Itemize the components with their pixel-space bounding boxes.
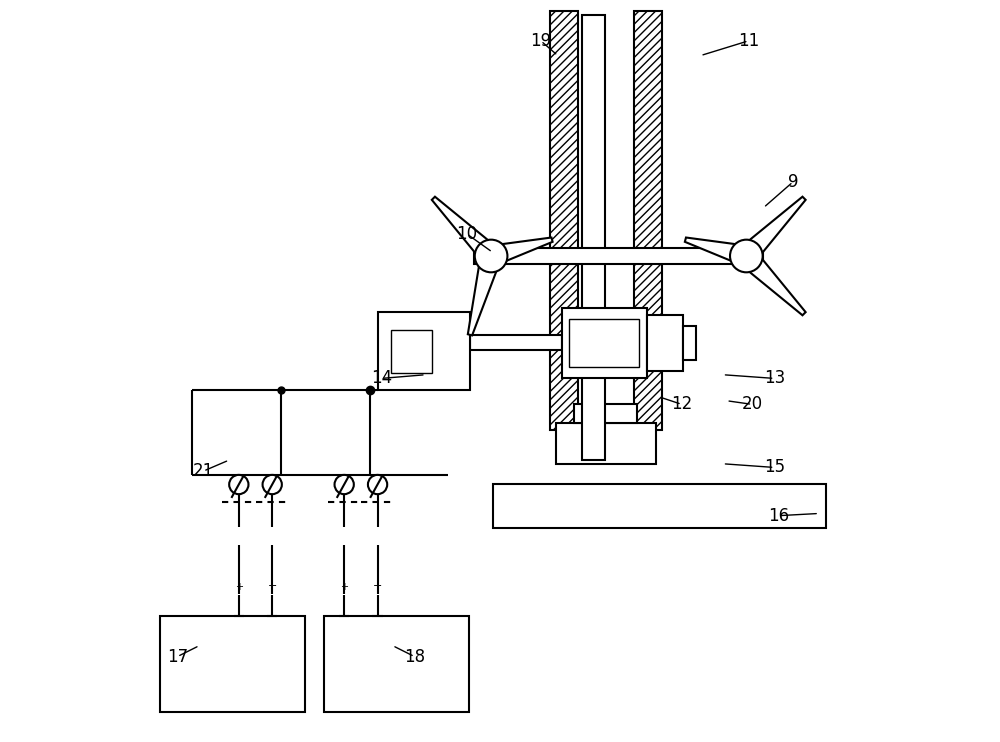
Bar — [556, 423, 656, 464]
Bar — [647, 315, 683, 371]
Bar — [683, 326, 696, 360]
Circle shape — [475, 240, 507, 272]
Text: 21: 21 — [193, 462, 214, 480]
Circle shape — [335, 475, 354, 494]
Polygon shape — [685, 237, 749, 266]
Bar — [493, 484, 826, 528]
Bar — [574, 404, 637, 423]
Bar — [160, 616, 305, 712]
Text: 17: 17 — [167, 648, 188, 666]
Text: 20: 20 — [742, 395, 763, 413]
Text: 9: 9 — [788, 173, 798, 191]
Text: −: − — [373, 582, 382, 591]
Text: −: − — [268, 582, 277, 591]
Polygon shape — [488, 237, 553, 266]
Circle shape — [368, 475, 387, 494]
Polygon shape — [468, 253, 501, 335]
Bar — [550, 11, 578, 430]
Bar — [474, 248, 763, 264]
Text: +: + — [340, 582, 348, 592]
Bar — [378, 312, 470, 390]
Text: 14: 14 — [371, 370, 392, 387]
Polygon shape — [739, 197, 806, 263]
Circle shape — [229, 475, 248, 494]
Bar — [391, 330, 432, 373]
Text: 10: 10 — [456, 225, 477, 243]
Text: 11: 11 — [738, 32, 759, 50]
Bar — [470, 335, 562, 350]
Text: 18: 18 — [404, 648, 425, 666]
Polygon shape — [432, 197, 498, 263]
Bar — [634, 11, 662, 430]
Text: 12: 12 — [671, 395, 692, 413]
Bar — [324, 616, 469, 712]
Circle shape — [263, 475, 282, 494]
Bar — [562, 308, 647, 378]
Polygon shape — [739, 249, 806, 315]
Text: 13: 13 — [764, 370, 785, 387]
Circle shape — [730, 240, 763, 272]
Bar — [582, 15, 605, 460]
Text: 15: 15 — [764, 459, 785, 476]
Text: 19: 19 — [530, 32, 551, 50]
Bar — [569, 319, 639, 367]
Text: 16: 16 — [768, 507, 789, 525]
Text: +: + — [235, 582, 243, 592]
